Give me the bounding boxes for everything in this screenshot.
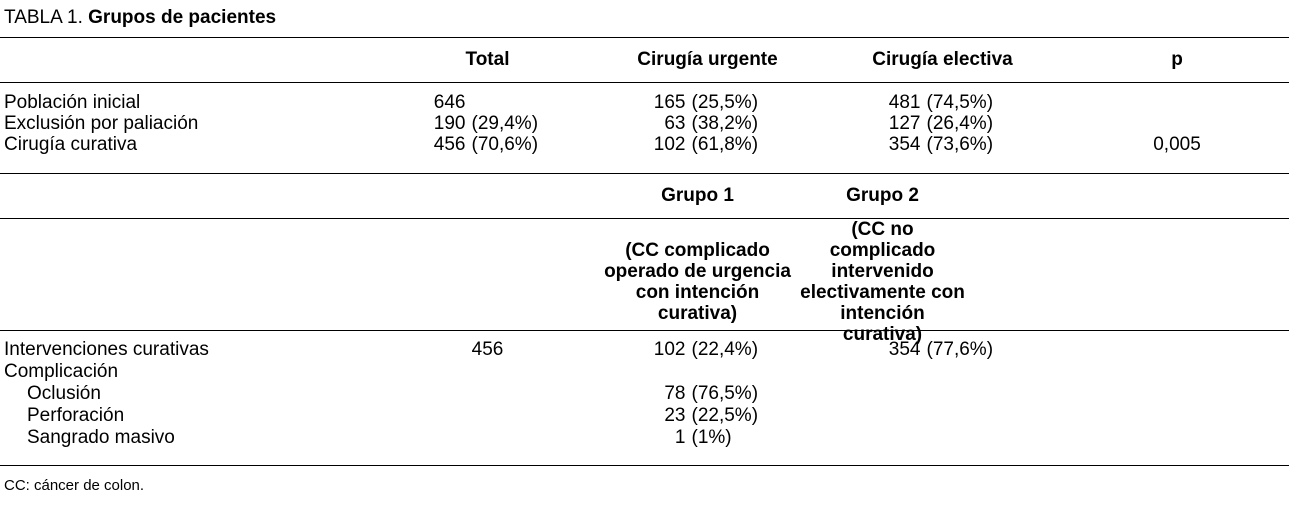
value-percent: (29,4%) [471, 113, 539, 134]
cell-empty [820, 361, 1065, 383]
cell-total: 456 (70,6%) [380, 134, 595, 155]
cell-empty [820, 405, 1065, 427]
cell-grupo-1: 78 (76,5%) [595, 383, 820, 405]
table-row: Cirugía curativa 456 (70,6%) 102 (61,8%) 3… [0, 134, 1289, 155]
value-number: 165 [653, 92, 686, 113]
row-label-indented: Oclusión [27, 383, 101, 404]
row-label: Población inicial [4, 92, 141, 113]
cell-empty [1065, 383, 1289, 405]
cell-empty [380, 383, 595, 405]
value-number: 102 [653, 339, 686, 360]
row-label-indented: Perforación [27, 405, 125, 426]
table-row: Sangrado masivo 1 (1%) [0, 427, 1289, 449]
table-title-text: Grupos de pacientes [88, 7, 277, 28]
cell-empty [1065, 361, 1289, 383]
cell-empty [380, 405, 595, 427]
value-percent: (1%) [691, 427, 732, 448]
value-number: 63 [664, 113, 686, 134]
value-number: 190 [433, 113, 466, 134]
value-percent: (77,6%) [926, 339, 994, 360]
cell-empty [820, 427, 1065, 449]
row-label: Intervenciones curativas [4, 339, 209, 360]
cell-grupo-1: 102 (22,4%) [595, 339, 820, 361]
value-number: 1 [674, 427, 686, 448]
row-label: Cirugía curativa [4, 134, 138, 155]
value-percent: (76,5%) [691, 383, 759, 404]
cell-urgente: 165 (25,5%) [595, 92, 820, 113]
cell-grupo-1: 1 (1%) [595, 427, 820, 449]
table-row: Población inicial 646 165 (25,5%) 481 (74,… [0, 92, 1289, 113]
cell-empty [595, 361, 820, 383]
value-percent: (38,2%) [691, 113, 759, 134]
value-number: 78 [664, 383, 686, 404]
value-number: 354 [888, 134, 921, 155]
cell-total: 456 [471, 339, 504, 360]
value-number: 102 [653, 134, 686, 155]
value-percent: (70,6%) [471, 134, 539, 155]
value-percent: (22,5%) [691, 405, 759, 426]
header-grupo-1: Grupo 1 [661, 185, 734, 206]
table-row: Exclusión por paliación 190 (29,4%) 63 (38… [0, 113, 1289, 134]
cell-empty [1065, 405, 1289, 427]
cell-empty [1065, 339, 1289, 361]
cell-electiva: 481 (74,5%) [820, 92, 1065, 113]
column-header-row: Total Cirugía urgente Cirugía electiva p [0, 37, 1289, 82]
table-row: Oclusión 78 (76,5%) [0, 383, 1289, 405]
grupo-1-description: (CC complicado operado de urgencia con i… [604, 240, 791, 324]
cell-empty [820, 383, 1065, 405]
value-percent: (74,5%) [926, 92, 994, 113]
section2-rows: Intervenciones curativas 456 102 (22,4%) … [0, 330, 1289, 465]
cell-empty [1065, 427, 1289, 449]
value-percent: (61,8%) [691, 134, 759, 155]
table-row: Complicación [0, 361, 1289, 383]
cell-empty [380, 361, 595, 383]
section1-rows: Población inicial 646 165 (25,5%) 481 (74,… [0, 82, 1289, 173]
cell-empty [380, 427, 595, 449]
table-number-label: TABLA 1. [4, 7, 83, 28]
cell-p-value [1065, 92, 1289, 113]
table-row: Intervenciones curativas 456 102 (22,4%) … [0, 339, 1289, 361]
value-percent: (26,4%) [926, 113, 994, 134]
value-number: 646 [433, 92, 466, 113]
table-row: Perforación 23 (22,5%) [0, 405, 1289, 427]
cell-p-value: 0,005 [1153, 134, 1201, 155]
cell-grupo-2: 354 (77,6%) [820, 339, 1065, 361]
group-header-row: Grupo 1 Grupo 2 [0, 173, 1289, 218]
cell-electiva: 127 (26,4%) [820, 113, 1065, 134]
cell-p-value [1065, 113, 1289, 134]
group-description-row: (CC complicado operado de urgencia con i… [0, 218, 1289, 345]
header-grupo-2: Grupo 2 [846, 185, 919, 206]
row-label-indented: Sangrado masivo [27, 427, 175, 448]
cell-total: 646 [380, 92, 595, 113]
table-footnote: CC: cáncer de colon. [0, 465, 1289, 506]
cell-urgente: 63 (38,2%) [595, 113, 820, 134]
grupo-2-description: (CC no complicado intervenido electivame… [800, 219, 965, 345]
header-p-value: p [1171, 49, 1183, 70]
header-total: Total [465, 49, 510, 70]
cell-urgente: 102 (61,8%) [595, 134, 820, 155]
value-percent: (73,6%) [926, 134, 994, 155]
value-number: 23 [664, 405, 686, 426]
row-label: Exclusión por paliación [4, 113, 199, 134]
value-number: 127 [888, 113, 921, 134]
row-label: Complicación [4, 361, 119, 382]
value-number: 456 [433, 134, 466, 155]
value-number: 481 [888, 92, 921, 113]
cell-electiva: 354 (73,6%) [820, 134, 1065, 155]
table-title: TABLA 1. Grupos de pacientes [0, 0, 1289, 37]
cell-grupo-1: 23 (22,5%) [595, 405, 820, 427]
header-cirugia-urgente: Cirugía urgente [637, 49, 778, 70]
cell-total: 190 (29,4%) [380, 113, 595, 134]
header-cirugia-electiva: Cirugía electiva [872, 49, 1013, 70]
value-percent: (22,4%) [691, 339, 759, 360]
value-number: 354 [888, 339, 921, 360]
value-percent: (25,5%) [691, 92, 759, 113]
